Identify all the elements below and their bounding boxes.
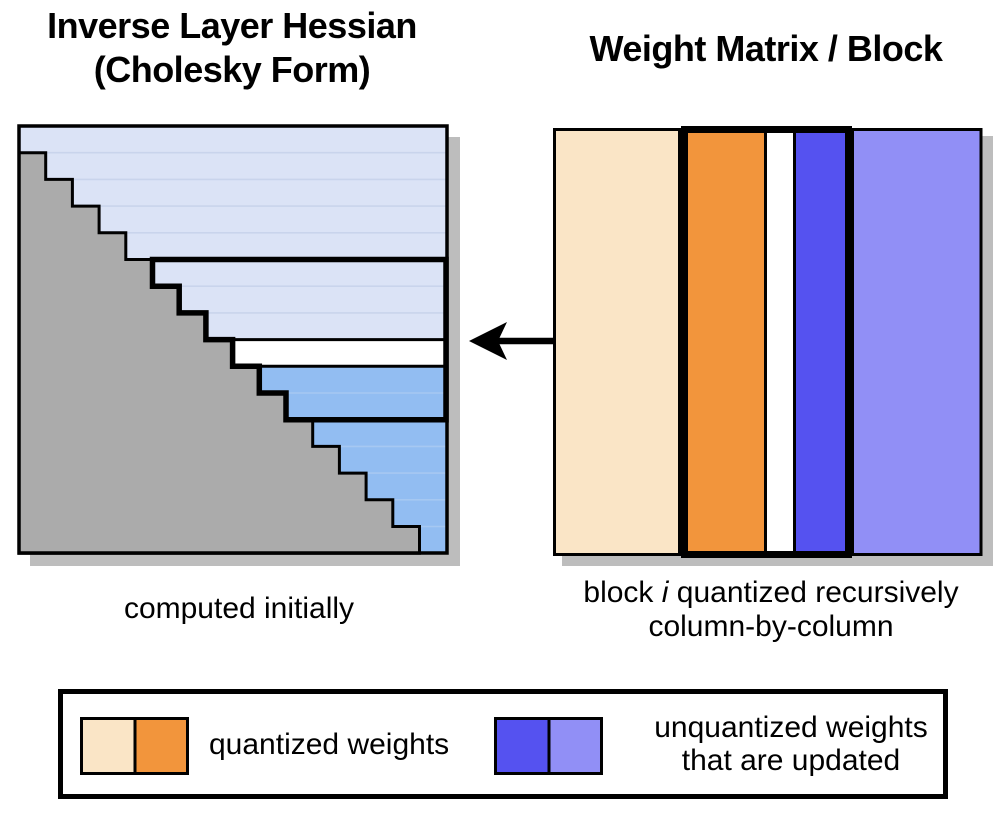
- legend-swatch-unquantized: [494, 717, 603, 775]
- block-quantized-columns: [688, 133, 764, 551]
- right-caption-post: quantized recursively: [668, 576, 959, 609]
- left-caption: computed initially: [123, 592, 355, 625]
- block-current-column: [767, 133, 793, 551]
- left-title-line1: Inverse Layer Hessian: [47, 5, 417, 46]
- right-caption-line2: column-by-column: [648, 610, 894, 643]
- right-title: Weight Matrix / Block: [589, 28, 943, 69]
- block-unquantized-columns: [796, 133, 845, 551]
- legend-label-unquantized-line1: unquantized weights: [654, 711, 928, 744]
- right-caption: block i quantized recursively column-by-…: [551, 576, 991, 644]
- unquantized-updated-columns: [851, 128, 983, 556]
- left-title-line2: (Cholesky Form): [93, 49, 371, 90]
- legend-label-unquantized: unquantized weights that are updated: [621, 694, 961, 794]
- legend-swatch-indigo: [497, 720, 548, 772]
- weight-matrix-diagram: [553, 126, 993, 566]
- hessian-block-outline: [149, 256, 449, 423]
- right-caption-italic-i: i: [661, 576, 669, 609]
- legend-label-quantized: quantized weights: [209, 727, 450, 761]
- legend-swatch-quantized: [80, 717, 189, 775]
- left-title: Inverse Layer Hessian (Cholesky Form): [0, 4, 464, 92]
- legend-swatch-cream: [83, 720, 134, 772]
- right-caption-pre: block: [583, 576, 662, 609]
- arrow-head-left: [469, 322, 507, 360]
- right-caption-line1: block i quantized recursively: [551, 576, 991, 610]
- row-separators-lavender: [19, 151, 447, 314]
- legend-swatch-periwinkle: [550, 720, 600, 772]
- inverse-hessian-diagram: [17, 124, 460, 566]
- legend-label-unquantized-line2: that are updated: [681, 744, 901, 777]
- hessian-border: [17, 124, 449, 555]
- legend-swatch-orange: [136, 720, 186, 772]
- quantized-columns: [553, 128, 681, 556]
- legend-box: quantized weights unquantized weights th…: [58, 689, 948, 799]
